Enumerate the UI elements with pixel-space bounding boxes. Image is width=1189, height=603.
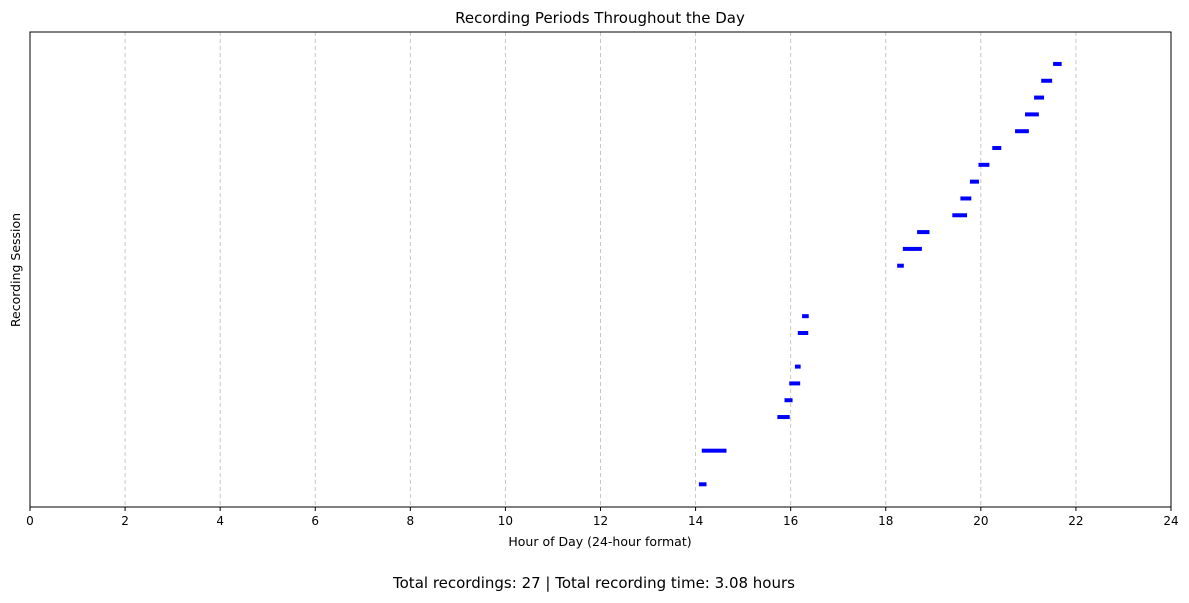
recording-bar-12 [952, 213, 968, 218]
x-grid [124, 32, 1077, 507]
x-tick-label-14: 14 [688, 514, 703, 528]
x-axis-label: Hour of Day (24-hour format) [508, 534, 691, 549]
x-tick-label-12: 12 [593, 514, 608, 528]
recording-bar-14 [969, 179, 979, 184]
recording-bar-4 [784, 398, 793, 403]
x-tick-label-10: 10 [498, 514, 513, 528]
recording-bars [698, 61, 1062, 487]
recording-bar-11 [917, 230, 930, 235]
recording-bar-19 [1034, 95, 1045, 100]
summary-text: Total recordings: 27 | Total recording t… [392, 574, 795, 592]
recording-bar-5 [789, 381, 801, 386]
x-tick-label-18: 18 [878, 514, 893, 528]
recording-bar-17 [1015, 129, 1029, 134]
x-tick-label-2: 2 [121, 514, 129, 528]
x-tick-label-6: 6 [311, 514, 319, 528]
recording-bar-2 [701, 448, 727, 453]
recording-bar-1 [698, 482, 707, 487]
x-tick-label-16: 16 [783, 514, 798, 528]
x-tick-label-20: 20 [973, 514, 988, 528]
recording-bar-3 [777, 415, 790, 420]
x-tick-label-8: 8 [407, 514, 415, 528]
x-tick-label-4: 4 [216, 514, 224, 528]
y-axis-label: Recording Session [8, 213, 23, 327]
recording-bar-16 [992, 146, 1002, 151]
recording-bar-20 [1041, 78, 1053, 83]
recording-bar-7 [797, 330, 809, 335]
x-tick-label-22: 22 [1068, 514, 1083, 528]
x-tick-label-24: 24 [1163, 514, 1178, 528]
recording-bar-8 [802, 314, 809, 319]
recording-bar-18 [1025, 112, 1039, 117]
recording-bar-10 [902, 246, 922, 251]
recording-bar-21 [1053, 61, 1062, 66]
recording-bar-15 [978, 162, 990, 167]
recording-bar-13 [960, 196, 972, 201]
recording-bar-9 [897, 263, 904, 268]
recording-bar-6 [794, 364, 801, 369]
x-tick-label-0: 0 [26, 514, 34, 528]
x-axis-ticks: 0 2 4 6 8 10 12 14 16 18 20 22 24 [26, 507, 1179, 528]
chart-title: Recording Periods Throughout the Day [455, 9, 745, 27]
